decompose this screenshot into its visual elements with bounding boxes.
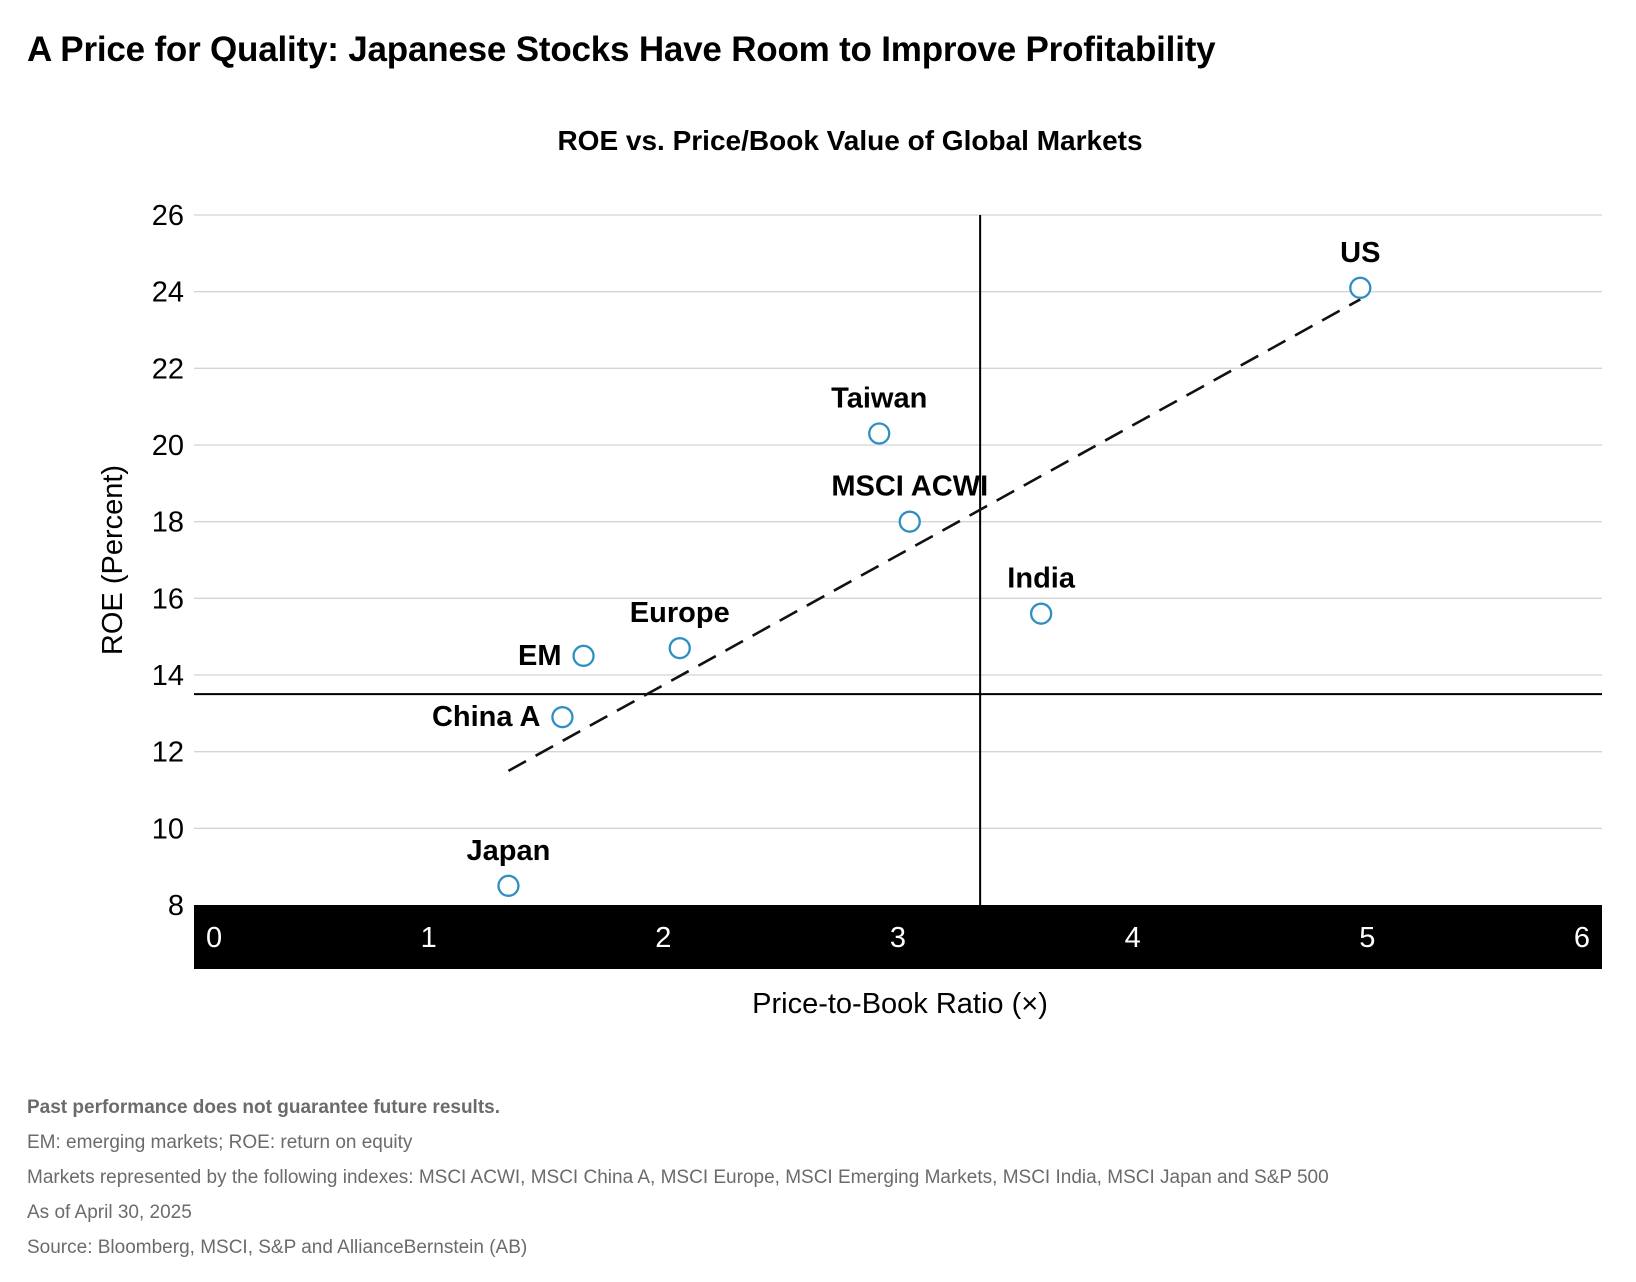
- x-axis-label: Price-to-Book Ratio (×): [752, 988, 1048, 1020]
- page-title: A Price for Quality: Japanese Stocks Hav…: [27, 30, 1216, 69]
- x-tick-label: 1: [421, 922, 437, 954]
- y-tick-label: 24: [152, 277, 184, 309]
- x-tick-label: 6: [1574, 922, 1590, 954]
- trendline: [507, 298, 1361, 772]
- data-label: US: [1340, 237, 1380, 269]
- y-tick-label: 14: [152, 660, 184, 692]
- data-point: [551, 706, 574, 729]
- data-point: [868, 422, 891, 445]
- data-label: Japan: [467, 835, 551, 867]
- data-label: EM: [518, 640, 562, 672]
- footnotes: Past performance does not guarantee futu…: [27, 1090, 1329, 1265]
- x-tick-label: 0: [206, 922, 222, 954]
- y-tick-label: 8: [168, 890, 184, 922]
- y-tick-label: 20: [152, 430, 184, 462]
- x-tick-label: 5: [1359, 922, 1375, 954]
- source-note: Source: Bloomberg, MSCI, S&P and Allianc…: [27, 1237, 528, 1258]
- data-point: [898, 510, 921, 533]
- y-tick-label: 10: [152, 813, 184, 845]
- y-axis-label: ROE (Percent): [97, 465, 129, 655]
- y-tick-label: 22: [152, 353, 184, 385]
- chart-title: ROE vs. Price/Book Value of Global Marke…: [557, 125, 1142, 156]
- x-tick-label: 4: [1125, 922, 1141, 954]
- data-label: China A: [432, 701, 541, 733]
- y-tick-label: 26: [152, 200, 184, 232]
- abbreviations-note: EM: emerging markets; ROE: return on equ…: [27, 1132, 413, 1153]
- data-point: [497, 874, 520, 897]
- data-label: Europe: [630, 597, 730, 629]
- y-tick-label: 18: [152, 507, 184, 539]
- x-tick-label: 2: [655, 922, 671, 954]
- disclaimer-note: Past performance does not guarantee futu…: [27, 1097, 501, 1118]
- indexes-note: Markets represented by the following ind…: [27, 1167, 1329, 1188]
- data-label: India: [1007, 563, 1076, 595]
- as-of-note: As of April 30, 2025: [27, 1202, 192, 1223]
- data-point: [1029, 602, 1053, 625]
- data-point: [668, 637, 691, 660]
- y-tick-label: 16: [152, 583, 184, 615]
- x-axis-band: [194, 905, 1602, 969]
- x-tick-label: 3: [890, 922, 906, 954]
- data-label: Taiwan: [831, 383, 927, 415]
- y-tick-label: 12: [152, 737, 184, 769]
- data-point: [572, 644, 595, 667]
- data-point: [1349, 276, 1372, 299]
- data-label: MSCI ACWI: [831, 471, 988, 503]
